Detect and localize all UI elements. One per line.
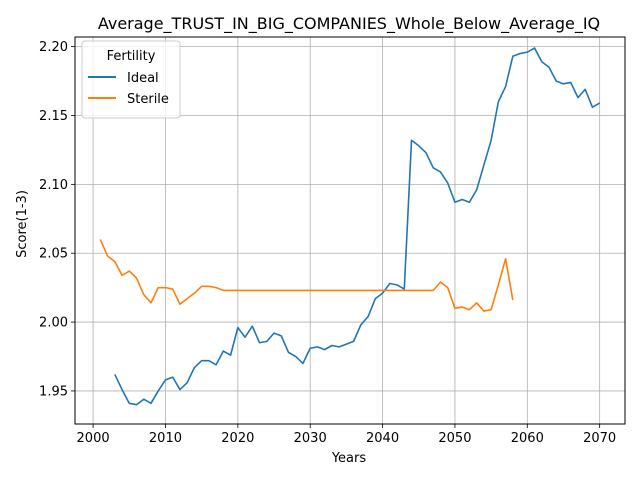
x-tick-label: 2000 (77, 431, 110, 446)
x-tick-label: 2010 (149, 431, 182, 446)
x-tick-label: 2020 (221, 431, 254, 446)
y-tick-label: 2.20 (39, 40, 68, 55)
legend-label-ideal: Ideal (127, 71, 159, 86)
x-axis: 2000 2010 2020 2030 2040 2050 2060 2070 (77, 424, 616, 446)
x-tick-label: 2030 (294, 431, 327, 446)
x-tick-label: 2060 (511, 431, 544, 446)
series-lines (99, 47, 601, 406)
y-tick-label: 2.15 (39, 109, 68, 124)
x-tick-label: 2050 (438, 431, 471, 446)
plot-frame (74, 36, 626, 425)
y-tick-label: 1.95 (39, 384, 68, 399)
series-line-sterile (99, 239, 514, 312)
grid-lines (75, 37, 625, 424)
x-axis-label: Years (331, 451, 367, 466)
x-tick-label: 2040 (366, 431, 399, 446)
y-axis-label: Score(1-3) (15, 190, 30, 258)
y-tick-label: 2.00 (39, 316, 68, 331)
y-tick-label: 2.10 (39, 178, 68, 193)
legend-label-sterile: Sterile (127, 92, 169, 107)
chart-title: Average_TRUST_IN_BIG_COMPANIES_Whole_Bel… (98, 14, 600, 34)
legend: Fertility Ideal Sterile (81, 40, 181, 119)
series-line-ideal (114, 47, 601, 406)
x-tick-label: 2070 (583, 431, 616, 446)
y-axis: 1.95 2.00 2.05 2.10 2.15 2.20 (39, 40, 75, 399)
y-tick-label: 2.05 (39, 247, 68, 262)
legend-title: Fertility (107, 49, 156, 64)
